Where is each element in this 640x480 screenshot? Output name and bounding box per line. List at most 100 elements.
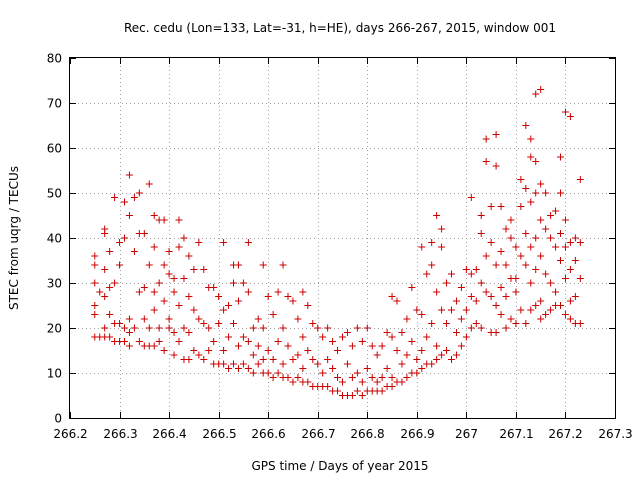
data-point bbox=[304, 347, 312, 354]
data-point bbox=[378, 374, 386, 381]
data-point bbox=[566, 239, 574, 246]
data-point bbox=[150, 243, 158, 251]
data-point bbox=[309, 356, 317, 363]
data-point bbox=[314, 324, 322, 332]
y-tick-label: 0 bbox=[54, 412, 62, 426]
data-point bbox=[165, 248, 173, 255]
data-point bbox=[472, 266, 480, 273]
data-point bbox=[150, 306, 158, 314]
data-point bbox=[537, 252, 545, 260]
data-point bbox=[413, 356, 421, 363]
data-point bbox=[234, 261, 242, 269]
data-point bbox=[101, 266, 109, 273]
data-point bbox=[130, 194, 138, 201]
data-point bbox=[244, 239, 252, 246]
data-point bbox=[249, 369, 257, 377]
data-point bbox=[537, 216, 545, 224]
data-point bbox=[244, 365, 252, 372]
data-point bbox=[299, 333, 307, 341]
data-point bbox=[487, 203, 495, 210]
data-point bbox=[160, 297, 168, 305]
data-point bbox=[438, 306, 446, 314]
x-tick-label: 267 bbox=[455, 427, 478, 441]
data-point bbox=[448, 306, 455, 314]
data-point bbox=[165, 315, 173, 323]
y-tick-label: 60 bbox=[47, 142, 62, 156]
data-point bbox=[542, 225, 550, 233]
data-point bbox=[200, 266, 208, 273]
data-point bbox=[561, 243, 569, 251]
x-tick-label: 267.1 bbox=[499, 427, 533, 441]
data-point bbox=[576, 176, 584, 183]
data-point bbox=[185, 356, 193, 363]
data-point bbox=[522, 320, 530, 327]
data-point bbox=[269, 374, 277, 381]
data-point bbox=[230, 279, 237, 287]
x-tick-label: 266.7 bbox=[301, 427, 335, 441]
plot-frame bbox=[69, 57, 616, 419]
data-point bbox=[452, 351, 460, 359]
data-point bbox=[507, 234, 515, 242]
data-point bbox=[423, 333, 431, 341]
data-point bbox=[150, 288, 158, 296]
data-point bbox=[101, 293, 109, 300]
data-point bbox=[467, 324, 475, 332]
data-point bbox=[121, 234, 128, 242]
data-point bbox=[274, 369, 282, 377]
x-tick-label: 266.9 bbox=[400, 427, 434, 441]
data-point bbox=[150, 342, 158, 350]
data-point bbox=[537, 315, 545, 323]
data-point bbox=[180, 275, 188, 282]
data-point bbox=[388, 383, 396, 390]
data-point bbox=[259, 324, 267, 332]
data-point bbox=[561, 216, 569, 224]
data-point bbox=[284, 342, 292, 350]
data-point bbox=[497, 311, 505, 318]
data-point bbox=[532, 234, 540, 242]
data-point bbox=[195, 239, 203, 246]
data-point bbox=[363, 365, 371, 372]
grid-lines bbox=[70, 58, 615, 418]
data-point bbox=[452, 297, 460, 305]
data-point bbox=[457, 284, 465, 291]
data-point bbox=[398, 329, 406, 336]
data-point bbox=[502, 324, 510, 332]
y-tick-label: 80 bbox=[47, 52, 62, 66]
data-point bbox=[467, 293, 475, 300]
data-point bbox=[527, 198, 535, 206]
data-point bbox=[527, 243, 535, 251]
data-points bbox=[91, 86, 584, 399]
data-point bbox=[175, 302, 183, 309]
data-point bbox=[353, 369, 361, 377]
data-point bbox=[358, 392, 366, 399]
y-tick-label: 30 bbox=[47, 277, 62, 291]
data-point bbox=[220, 360, 228, 368]
data-point bbox=[343, 329, 351, 336]
data-point bbox=[472, 297, 480, 305]
data-point bbox=[547, 234, 555, 242]
data-point bbox=[378, 387, 386, 395]
data-point bbox=[522, 122, 530, 129]
data-point bbox=[522, 185, 530, 192]
data-point bbox=[443, 347, 451, 354]
data-point bbox=[180, 324, 188, 332]
data-point bbox=[561, 108, 569, 116]
data-point bbox=[517, 203, 525, 210]
data-point bbox=[537, 180, 545, 188]
data-point bbox=[492, 261, 500, 269]
data-point bbox=[348, 392, 356, 399]
data-point bbox=[220, 239, 228, 246]
data-point bbox=[279, 360, 287, 368]
data-point bbox=[418, 311, 426, 318]
data-point bbox=[428, 261, 436, 269]
data-point bbox=[383, 365, 391, 372]
data-point bbox=[418, 347, 426, 354]
data-point bbox=[522, 230, 530, 237]
data-point bbox=[289, 378, 297, 386]
data-point bbox=[190, 266, 198, 273]
data-point bbox=[512, 243, 520, 251]
data-point bbox=[368, 374, 376, 381]
data-point bbox=[106, 311, 114, 318]
data-point bbox=[477, 279, 485, 287]
data-point bbox=[393, 297, 401, 305]
